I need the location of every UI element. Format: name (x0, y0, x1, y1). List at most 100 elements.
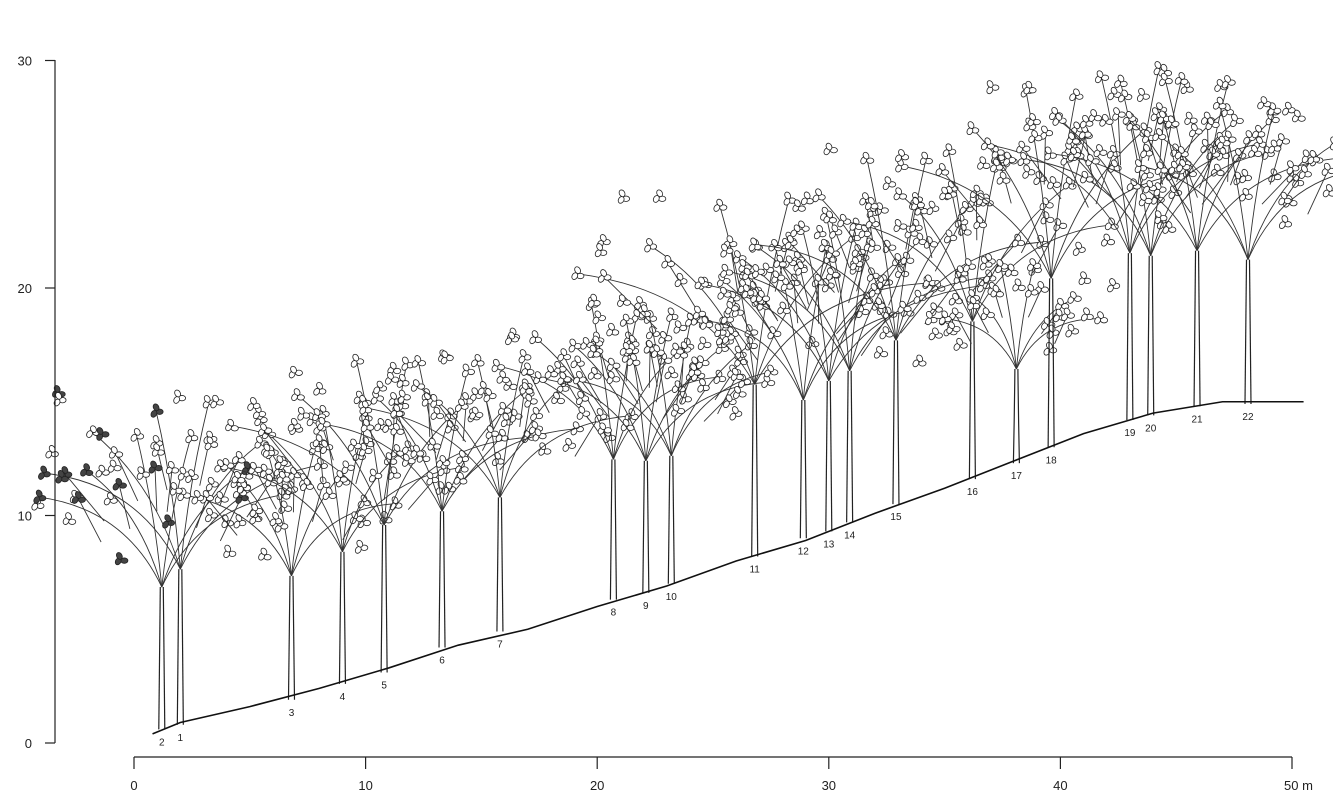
tree-branch (1150, 120, 1237, 256)
leaf-cluster (870, 283, 878, 291)
leaf-cluster (574, 266, 581, 274)
tree-branch (291, 503, 396, 577)
tree-trunk (385, 525, 388, 673)
leaf-cluster (956, 337, 963, 346)
leaf-cluster (429, 437, 436, 446)
tree-1 (31, 385, 328, 725)
leaf-cluster (1154, 210, 1162, 218)
leaf-cluster (486, 425, 494, 433)
leaf-cluster (377, 418, 385, 426)
tree-branch (1022, 147, 1062, 200)
leaf-cluster (74, 491, 82, 499)
tree-trunk (1017, 368, 1020, 464)
tree-branch (856, 244, 871, 292)
leaf-cluster (945, 229, 953, 238)
leaf-cluster (202, 490, 210, 498)
tree-branch (828, 285, 983, 382)
leaf-cluster (772, 270, 780, 279)
leaf-cluster (1096, 70, 1104, 78)
tree-branch (396, 412, 414, 455)
tree-branch (291, 448, 316, 576)
leaf-cluster (547, 365, 554, 373)
leaf-cluster (945, 143, 953, 152)
leaf-cluster (1110, 86, 1118, 95)
tree-trunk (846, 370, 849, 523)
tree-branch (264, 430, 301, 476)
leaf-cluster (439, 455, 447, 463)
tree-branch (220, 466, 343, 552)
leaf-cluster (350, 438, 357, 447)
tree-trunk (1126, 253, 1129, 420)
leaf-cluster (608, 370, 615, 379)
tree-branch (1160, 168, 1192, 214)
tree-trunk (667, 455, 671, 584)
leaf-cluster (385, 418, 392, 427)
leaf-cluster (827, 246, 835, 254)
leaf-cluster (680, 341, 688, 350)
leaf-cluster (925, 311, 933, 319)
x-tick-label: 10 (358, 778, 372, 793)
leaf-cluster (1309, 150, 1317, 158)
leaf-cluster (1260, 96, 1268, 104)
leaf-cluster (787, 235, 794, 243)
leaf-cluster (525, 393, 533, 402)
tree-branch (697, 319, 804, 401)
tree-trunk (338, 551, 342, 684)
leaf-cluster (1014, 233, 1022, 242)
leaf-cluster (1111, 159, 1118, 168)
tree-branch (166, 468, 173, 512)
tree-branch (1201, 155, 1240, 205)
tree-trunk (825, 380, 828, 532)
leaf-cluster (471, 387, 479, 395)
y-tick-label: 0 (25, 736, 32, 751)
leaf-cluster (1138, 88, 1145, 96)
leaf-cluster (212, 394, 219, 403)
tree-branch (779, 262, 807, 309)
leaf-cluster (524, 362, 531, 371)
leaf-cluster (894, 253, 902, 261)
tree-branch (645, 347, 722, 461)
leaf-cluster (928, 200, 936, 209)
leaf-cluster (221, 514, 229, 522)
leaf-cluster (508, 331, 516, 340)
tree-branch (254, 468, 277, 510)
leaf-cluster (862, 151, 870, 160)
leaf-cluster (1125, 111, 1133, 119)
leaf-cluster (1190, 123, 1198, 132)
leaf-cluster (608, 357, 615, 366)
tree-branch (383, 459, 391, 500)
leaf-cluster (1139, 193, 1147, 201)
leaf-cluster (65, 512, 72, 520)
tree-branch (649, 317, 672, 456)
leaf-cluster (993, 158, 1000, 167)
tree-branch (818, 195, 897, 341)
tree-branch (895, 201, 975, 341)
leaf-cluster (216, 491, 224, 499)
leaf-cluster (250, 397, 257, 405)
tree-number-label: 3 (289, 708, 295, 719)
leaf-cluster (1170, 160, 1178, 169)
leaf-cluster (721, 243, 728, 252)
leaf-cluster (479, 381, 487, 389)
tree-branch (900, 165, 1052, 279)
leaf-cluster (1154, 61, 1162, 69)
leaf-cluster (336, 470, 344, 478)
leaf-cluster (899, 300, 907, 309)
leaf-cluster (1023, 164, 1031, 173)
leaf-cluster (519, 349, 527, 357)
leaf-cluster (785, 255, 793, 264)
tree-branch (670, 319, 692, 456)
leaf-cluster (272, 512, 279, 520)
tree-branch (574, 415, 601, 457)
leaf-cluster (742, 284, 750, 292)
leaf-cluster (441, 350, 449, 359)
leaf-cluster (996, 259, 1004, 267)
leaf-cluster (493, 358, 500, 367)
tree-trunk (500, 497, 504, 632)
leaf-cluster (995, 291, 1004, 298)
tree-branch (417, 386, 501, 498)
leaf-cluster (882, 326, 890, 334)
tree-branch (726, 317, 758, 361)
tree-branch (1020, 204, 1047, 254)
leaf-cluster (1068, 132, 1075, 140)
